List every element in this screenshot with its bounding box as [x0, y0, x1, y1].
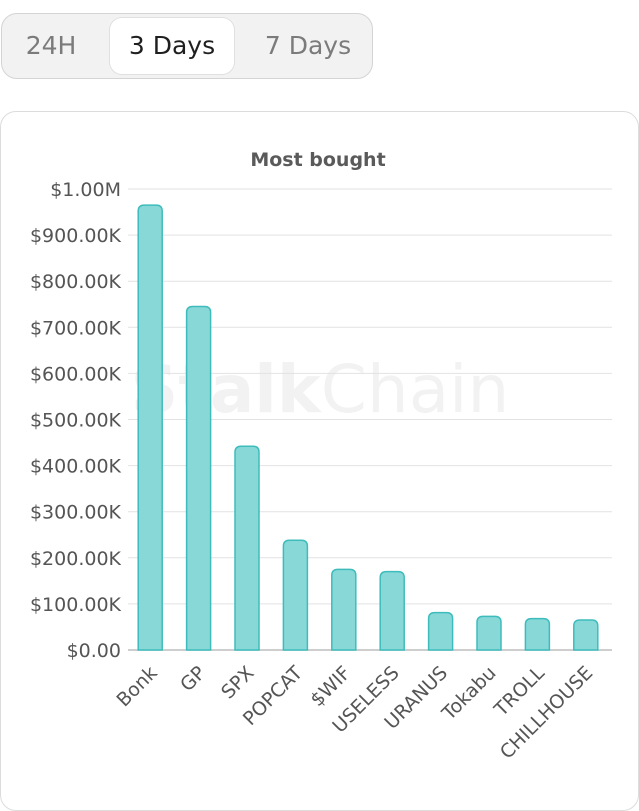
- y-tick-label: $500.00K: [30, 410, 122, 432]
- x-tick-label: SPX: [217, 662, 258, 703]
- bar-uranus[interactable]: [427, 611, 454, 651]
- y-tick-label: $400.00K: [30, 456, 122, 478]
- chart-title: Most bought: [250, 149, 385, 171]
- bar-troll[interactable]: [524, 617, 551, 651]
- y-tick-label: $1.00M: [50, 179, 121, 201]
- y-tick-label: $0.00: [67, 640, 121, 662]
- tab-3-days[interactable]: 3 Days: [110, 18, 234, 74]
- timeframe-tabs: 24H 3 Days 7 Days: [1, 13, 373, 79]
- bar-popcat[interactable]: [282, 539, 309, 651]
- x-tick-label: Bonk: [112, 662, 161, 711]
- bar-wif[interactable]: [331, 568, 357, 651]
- y-tick-label: $700.00K: [30, 317, 122, 339]
- chart-card: [0, 111, 639, 811]
- y-tick-label: $900.00K: [30, 225, 122, 247]
- y-tick-label: $300.00K: [30, 502, 122, 524]
- y-tick-label: $200.00K: [30, 548, 122, 570]
- tab-24h[interactable]: 24H: [25, 31, 77, 60]
- bar-gp[interactable]: [185, 305, 212, 651]
- y-tick-label: $100.00K: [30, 594, 122, 616]
- y-tick-label: $800.00K: [30, 271, 122, 293]
- tab-7-days[interactable]: 7 Days: [264, 31, 352, 60]
- bar-useless[interactable]: [379, 570, 405, 651]
- bar-spx[interactable]: [234, 445, 260, 651]
- bar-tokabu[interactable]: [476, 615, 502, 651]
- x-tick-label: GP: [176, 662, 210, 696]
- x-tick-label: Tokabu: [437, 662, 500, 725]
- y-tick-label: $600.00K: [30, 363, 122, 385]
- bar-bonk[interactable]: [137, 204, 163, 651]
- bar-chillhouse[interactable]: [573, 619, 599, 651]
